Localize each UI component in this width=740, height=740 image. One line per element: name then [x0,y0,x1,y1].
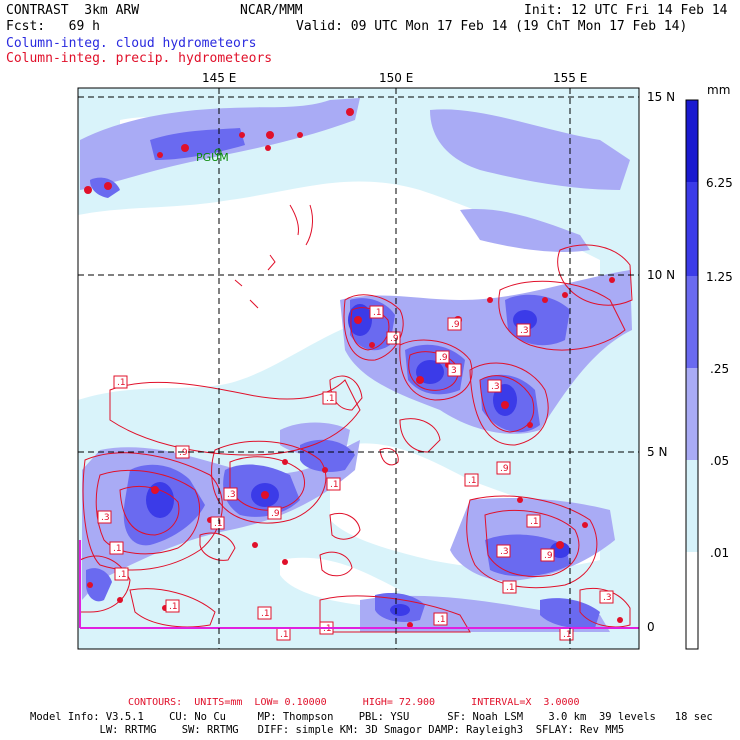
contour-label: .9 [435,350,450,364]
svg-text:.3: .3 [227,490,236,500]
svg-text:.1: .1 [468,476,477,486]
svg-text:.9: .9 [500,464,509,474]
svg-text:.9: .9 [271,509,280,519]
svg-text:.3: .3 [101,513,110,523]
forecast-hour: Fcst: 69 h [6,19,100,34]
valid-time: Valid: 09 UTC Mon 17 Feb 14 (19 ChT Mon … [296,19,688,34]
colorbar-bin [686,276,698,368]
svg-text:.9: .9 [451,320,460,330]
svg-text:3: 3 [451,366,457,376]
contour-label: .9 [496,461,511,475]
field-precip-legend: Column-integ. precip. hydrometeors [6,51,273,66]
init-time: Init: 12 UTC Fri 14 Feb 14 [524,3,728,18]
contour-label: .3 [599,590,614,604]
colorbar-label-0-25: .25 [710,362,730,376]
colorbar-bin [686,182,698,276]
contour-label: .1 [369,305,384,319]
contour-label: .1 [326,477,341,491]
lat-label-5n: 5 N [647,445,668,459]
product-title: CONTRAST 3km ARW [6,3,140,18]
lat-label-0: 0 [647,620,655,634]
contour-label: .1 [165,599,180,613]
center-name: NCAR/MMM [240,3,303,18]
contour-label: .9 [540,548,555,562]
station-label: PGUM [196,151,229,164]
precip-contours [79,204,633,633]
svg-text:.3: .3 [491,382,500,392]
svg-text:.1: .1 [214,519,223,529]
lon-label-150: 150 E [379,71,414,85]
svg-text:.1: .1 [506,583,515,593]
svg-text:.1: .1 [530,517,539,527]
contour-label: .1 [559,627,574,641]
lat-label-10n: 10 N [647,268,676,282]
svg-text:.9: .9 [439,353,448,363]
colorbar-label-1-25: 1.25 [706,270,733,284]
colorbar-bin [686,100,698,182]
contour-label: .1 [526,514,541,528]
colorbar-unit: mm [707,83,731,97]
colorbar-bin [686,368,698,460]
contour-label: .1 [210,516,225,530]
colorbar-label-0-05: .05 [710,454,730,468]
contour-label: .1 [502,580,517,594]
svg-text:.1: .1 [280,630,289,640]
svg-text:.9: .9 [390,334,399,344]
contour-label: .3 [496,544,511,558]
contour-label: .3 [223,487,238,501]
contour-info: CONTOURS: UNITS=mm LOW= 0.10000 HIGH= 72… [128,697,580,708]
svg-text:.3: .3 [500,547,509,557]
contour-label: .1 [433,612,448,626]
colorbar-label-6-25: 6.25 [706,176,733,190]
lat-lon-grid [78,88,639,649]
contour-label: .9 [386,331,401,345]
colorbar-bin [686,460,698,552]
svg-text:.1: .1 [118,570,127,580]
lat-label-15n: 15 N [647,90,676,104]
contour-label: .3 [516,323,531,337]
svg-text:.9: .9 [179,448,188,458]
contour-label: .1 [464,473,479,487]
model-info-line1: Model Info: V3.5.1 CU: No Cu MP: Thompso… [30,711,713,723]
contour-label: .9 [447,317,462,331]
contour-label: .9 [267,506,282,520]
contour-label: .1 [114,567,129,581]
contour-label: .1 [257,606,272,620]
field-cloud-legend: Column-integ. cloud hydrometeors [6,36,257,51]
svg-text:.1: .1 [169,602,178,612]
contour-label: .1 [113,375,128,389]
contour-label: .3 [487,379,502,393]
colorbar [685,99,699,650]
contour-label: .1 [276,627,291,641]
lon-label-145: 145 E [202,71,237,85]
contour-label: .3 [97,510,112,524]
svg-text:.1: .1 [326,394,335,404]
svg-text:.9: .9 [544,551,553,561]
contour-label: .1 [322,391,337,405]
svg-text:.1: .1 [437,615,446,625]
svg-text:.1: .1 [373,308,382,318]
svg-text:.3: .3 [520,326,529,336]
contour-value-labels: .1 .9 .9 .9 .3 .3 .1 .1 .9 .3 .1 .1 .3 .… [97,305,614,641]
model-info-line2: LW: RRTMG SW: RRTMG DIFF: simple KM: 3D … [30,724,625,736]
svg-text:.1: .1 [113,544,122,554]
colorbar-bin [686,552,698,649]
lon-label-155: 155 E [553,71,588,85]
station-marker: PGUM [196,148,229,164]
contour-label: 3 [447,363,462,377]
boundary-lines [79,540,639,629]
contour-label: .1 [109,541,124,555]
svg-text:.3: .3 [603,593,612,603]
colorbar-label-0-01: .01 [710,546,730,560]
colorbar-frame [685,99,699,650]
map-frame [77,87,640,650]
svg-text:.1: .1 [330,480,339,490]
svg-text:.1: .1 [261,609,270,619]
svg-text:.1: .1 [117,378,126,388]
svg-text:.1: .1 [563,630,572,640]
